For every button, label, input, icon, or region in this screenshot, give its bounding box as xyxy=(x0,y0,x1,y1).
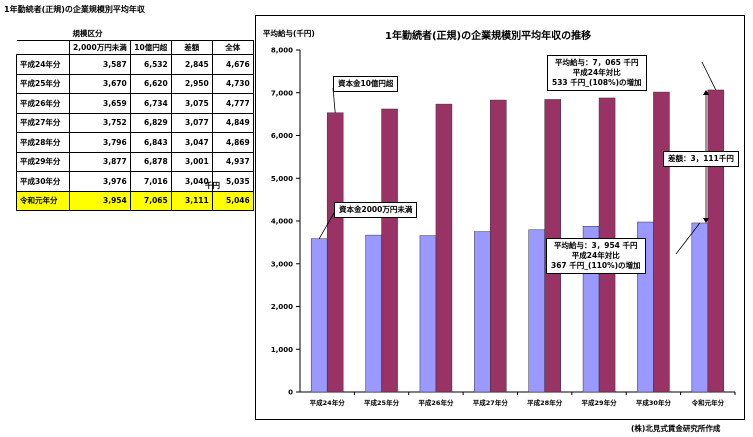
chart-title: 1年勤続者(正規)の企業規模別平均年収の推移 xyxy=(385,31,592,42)
table-cell: 5,046 xyxy=(211,190,254,211)
bar-large-company xyxy=(435,103,453,393)
pointer-small-label xyxy=(318,212,335,239)
table-row: 平成26年分 3,659 6,734 3,075 4,777 xyxy=(16,93,254,114)
y-tick-label: 8,000 xyxy=(271,47,293,55)
table-cell: 7,065 xyxy=(129,190,172,211)
bar-small-company xyxy=(474,231,491,393)
x-tick-label: 平成29年分 xyxy=(582,398,618,407)
callout-line: 533 千円_(108%)の増加 xyxy=(552,78,642,87)
arrow-head-up xyxy=(703,89,709,95)
salary-table: 規模区分 2,000万円未満 10億円超 差額 全体 平成24年分 3,587 6,… xyxy=(16,27,254,211)
table-row: 令和元年分 3,954 7,065 3,111 5,046 xyxy=(16,190,254,211)
x-tick-label: 平成24年分 xyxy=(310,398,346,407)
bar-large-company xyxy=(490,99,507,393)
table-unit: 千円 xyxy=(205,181,220,190)
x-tick-label: 令和元年分 xyxy=(691,398,725,407)
callout-small-company: 資本金2000万円未満 xyxy=(334,202,418,218)
x-tick-label: 平成28年分 xyxy=(527,398,563,407)
bar-large-company xyxy=(707,89,725,393)
table-cell: 3,111 xyxy=(170,190,213,211)
y-tick-label: 2,000 xyxy=(271,303,293,311)
callout-line: 367 千円_(110%)の増加 xyxy=(551,261,641,270)
y-tick-label: 7,000 xyxy=(271,89,293,97)
row-label: 令和元年分 xyxy=(16,190,70,211)
callout-large-summary: 平均給与：7，065 千円 平成24年対比 533 千円_(108%)の増加 xyxy=(547,55,647,91)
source-credit: (株)北見式賃金研究所作成 xyxy=(631,424,721,433)
bar-large-company xyxy=(326,112,344,393)
y-axis-label: 平均給与(千円) xyxy=(263,29,315,38)
callout-large-company: 資本金10億円超 xyxy=(333,76,399,92)
column-header: 全体 xyxy=(211,40,254,55)
y-tick-label: 0 xyxy=(288,389,293,397)
callout-line: 平均給与：3，954 千円 xyxy=(554,241,638,250)
table-row: 平成27年分 3,752 6,829 3,077 4,849 xyxy=(16,112,254,133)
x-tick-label: 平成25年分 xyxy=(364,398,400,407)
bar-large-company xyxy=(381,108,398,393)
bar-small-company xyxy=(310,238,328,393)
table-cell: 5,035 xyxy=(211,171,254,192)
x-tick-label: 平成27年分 xyxy=(473,398,509,407)
pointer-bottom-summary xyxy=(675,222,701,255)
bar-small-company xyxy=(365,234,382,393)
callout-line: 平均給与：7，065 千円 xyxy=(555,58,639,67)
y-tick-label: 5,000 xyxy=(271,175,293,183)
row-label: 平成25年分 xyxy=(16,73,70,94)
y-tick-label: 1,000 xyxy=(271,346,293,354)
pointer-top-summary xyxy=(701,61,717,91)
callout-small-summary: 平均給与：3，954 千円 平成24年対比 367 千円_(110%)の増加 xyxy=(546,238,646,274)
bar-small-company xyxy=(528,229,545,393)
callout-line: 平成24年対比 xyxy=(571,251,620,260)
arrow-head-down xyxy=(703,217,709,223)
table-row: 平成24年分 3,587 6,532 2,845 4,676 xyxy=(16,54,254,75)
table-row: 平成29年分 3,877 6,878 3,001 4,937 xyxy=(16,151,254,172)
page-title: 1年勤続者(正規)の企業規模別平均年収 xyxy=(4,5,145,14)
pointer-large-label xyxy=(332,87,336,113)
x-tick-label: 平成26年分 xyxy=(418,398,454,407)
bar-small-company xyxy=(691,222,709,393)
callout-line: 平成24年対比 xyxy=(572,68,621,77)
y-tick-label: 6,000 xyxy=(271,132,293,140)
bar-small-company xyxy=(419,235,437,393)
bar-large-company xyxy=(653,91,670,393)
y-tick-label: 4,000 xyxy=(271,218,293,226)
x-tick-label: 平成30年分 xyxy=(636,398,672,407)
y-tick-label: 3,000 xyxy=(271,260,293,268)
callout-difference: 差額：3，111千円 xyxy=(663,151,739,167)
